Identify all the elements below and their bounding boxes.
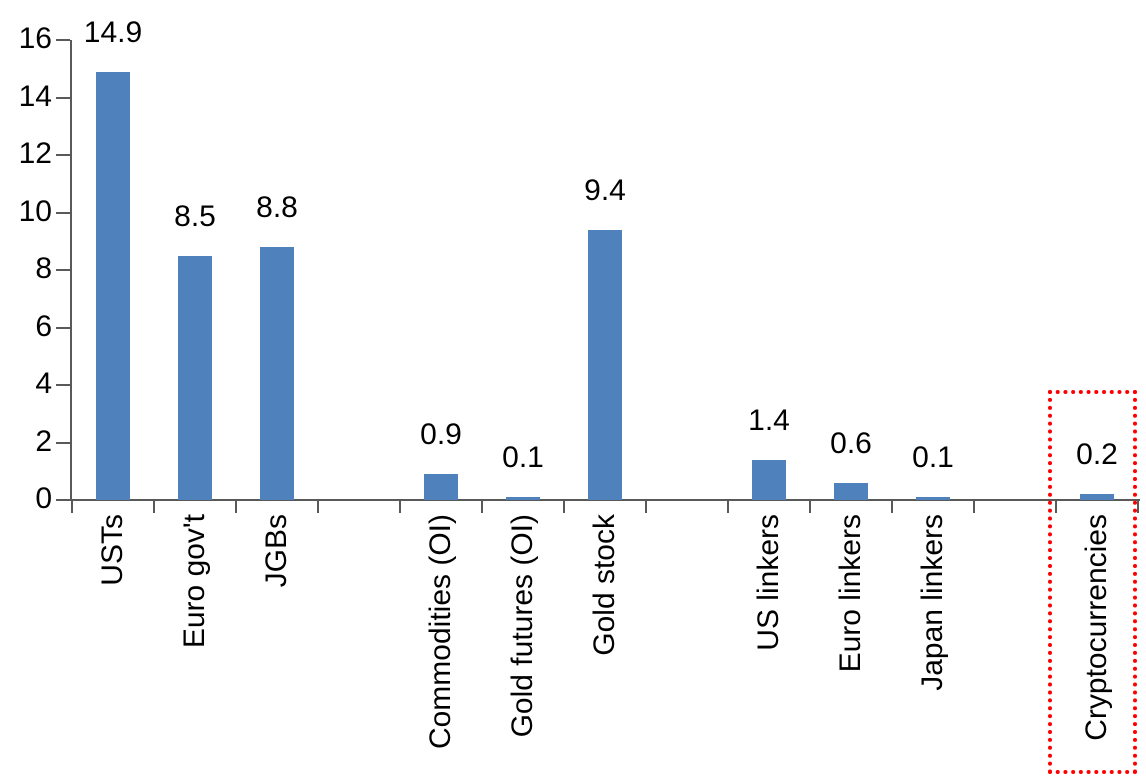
x-tick (727, 500, 729, 513)
x-tick (317, 500, 319, 513)
x-tick (563, 500, 565, 513)
y-tick (56, 326, 70, 329)
category-label-text: Euro linkers (834, 514, 867, 673)
y-tick (56, 154, 70, 156)
y-axis (70, 40, 72, 500)
bar (260, 247, 294, 500)
category-label-text: Euro gov't (178, 514, 211, 649)
x-tick (235, 500, 237, 513)
bar (834, 482, 868, 500)
bar (178, 255, 212, 500)
category-label-text: Commodities (OI) (424, 514, 457, 750)
category-label: Euro linkers (829, 514, 873, 672)
y-tick (56, 211, 70, 214)
x-tick (71, 500, 73, 513)
y-tick-label: 2 (35, 424, 52, 458)
x-tick (1137, 500, 1139, 513)
category-label: USTs (91, 514, 135, 586)
bar-value-label: 9.4 (584, 173, 626, 207)
category-label-text: Gold futures (OI) (506, 514, 539, 738)
y-tick (56, 499, 70, 501)
category-label: Euro gov't (173, 514, 217, 648)
bar-value-label: 8.8 (256, 191, 298, 224)
x-tick (645, 500, 647, 513)
bar (506, 497, 540, 500)
bar-value-label: 0.1 (502, 441, 544, 475)
y-tick (56, 39, 70, 41)
y-tick-label: 10 (18, 194, 52, 228)
highlight-box (1048, 390, 1137, 774)
x-tick (481, 500, 483, 513)
bar-value-label: 0.1 (912, 441, 954, 475)
y-tick (56, 96, 70, 99)
bar (752, 459, 786, 500)
bar (588, 229, 622, 500)
y-tick (56, 441, 70, 444)
bar (424, 474, 458, 500)
y-tick (56, 384, 70, 386)
category-label: Gold futures (OI) (501, 514, 545, 737)
bar-value-label: 0.6 (830, 426, 872, 460)
bar-value-label: 14.9 (83, 15, 143, 49)
y-tick-label: 0 (35, 482, 52, 515)
x-tick (1055, 500, 1057, 513)
category-label: Commodities (OI) (419, 514, 463, 749)
category-label-text: Japan linkers (916, 514, 949, 691)
category-label: Japan linkers (911, 514, 955, 691)
x-tick (809, 500, 811, 513)
category-label-text: US linkers (752, 514, 785, 651)
category-label-text: Gold stock (588, 514, 621, 656)
y-tick (56, 269, 70, 271)
bar-value-label: 1.4 (748, 403, 790, 437)
category-label-text: JGBs (260, 514, 293, 588)
y-tick-label: 16 (18, 22, 52, 55)
bar (916, 497, 950, 500)
y-tick-label: 4 (35, 367, 52, 400)
x-tick (399, 500, 401, 513)
y-tick-label: 14 (18, 79, 52, 113)
category-label-text: USTs (96, 514, 129, 586)
x-axis (70, 499, 1140, 501)
bar (96, 71, 130, 500)
bar-value-label: 0.9 (420, 418, 462, 452)
category-label: JGBs (255, 514, 299, 587)
bar (1080, 494, 1114, 500)
y-tick-label: 6 (35, 309, 52, 343)
category-label: US linkers (747, 514, 791, 651)
x-tick (153, 500, 155, 513)
x-tick (891, 500, 893, 513)
category-label: Gold stock (583, 514, 627, 656)
y-tick-label: 12 (18, 137, 52, 170)
x-tick (973, 500, 975, 513)
bar-value-label: 0.2 (1076, 438, 1118, 472)
bar-value-label: 8.5 (174, 199, 216, 233)
y-tick-label: 8 (35, 252, 52, 285)
